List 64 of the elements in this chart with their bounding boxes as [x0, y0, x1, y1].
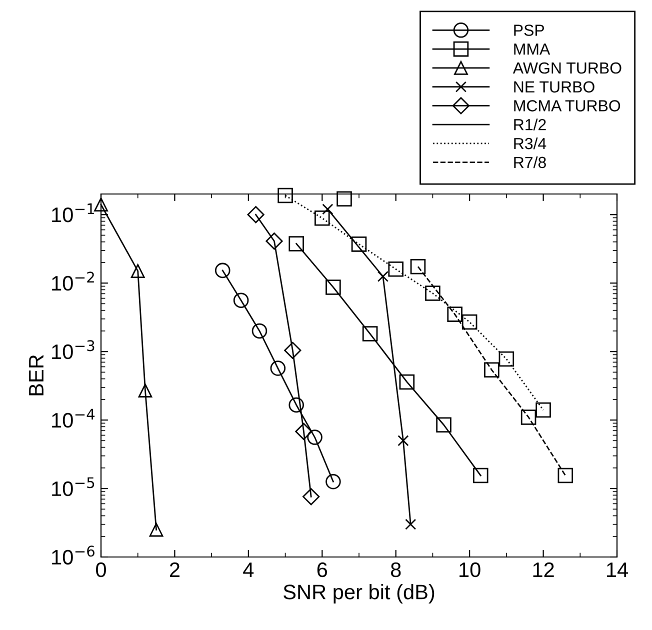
- point: [558, 468, 574, 484]
- point: [326, 474, 341, 490]
- x-tick-label: 0: [96, 562, 106, 578]
- x-tick-label: 6: [317, 562, 328, 578]
- point: [266, 232, 283, 250]
- point: [447, 306, 462, 322]
- point: [462, 314, 478, 330]
- point: [399, 374, 415, 390]
- x-tick-label: 10: [460, 562, 480, 578]
- point: [398, 435, 409, 446]
- y-tick-label: 10$^{−5}$: [52, 477, 94, 496]
- point: [302, 488, 320, 506]
- point: [351, 236, 367, 252]
- point: [326, 280, 341, 295]
- point: [149, 522, 164, 537]
- legend-label: R7/8: [514, 156, 546, 168]
- point: [322, 204, 334, 215]
- point: [307, 430, 322, 445]
- y-tick-label: 10$^{−3}$: [52, 340, 94, 360]
- point: [498, 351, 514, 367]
- x-tick-label: 14: [607, 562, 628, 577]
- point: [138, 384, 152, 398]
- point: [295, 422, 312, 440]
- y-tick-label: 10$^{−4}$: [52, 408, 95, 428]
- legend-label: NE TURBO: [514, 81, 594, 93]
- legend-label: PSP: [514, 24, 544, 36]
- x-tick-label: 8: [390, 562, 401, 578]
- legend-label: R1/2: [514, 118, 546, 130]
- y-tick-label: 10$^{−1}$: [52, 203, 94, 222]
- y-axis-title: BER: [29, 355, 44, 396]
- legend-label: MCMA TURBO: [514, 100, 620, 112]
- point: [536, 402, 551, 418]
- point: [377, 270, 389, 282]
- point: [288, 397, 304, 413]
- point: [284, 342, 302, 359]
- x-axis-title: SNR per bit (dB): [284, 584, 434, 604]
- point: [410, 258, 426, 274]
- point: [214, 262, 230, 278]
- x-tick-label: 12: [533, 562, 554, 577]
- point: [288, 236, 304, 252]
- point: [336, 191, 352, 206]
- point: [278, 188, 293, 204]
- legend-label: R3/4: [514, 137, 546, 150]
- y-tick-label: 10$^{−2}$: [52, 272, 94, 291]
- point: [520, 410, 536, 425]
- y-tick-label: 10$^{−6}$: [52, 546, 94, 565]
- point: [314, 210, 330, 226]
- point: [425, 286, 440, 301]
- point: [130, 264, 145, 278]
- x-tick-label: 4: [243, 562, 254, 577]
- point: [252, 323, 268, 339]
- point: [233, 292, 249, 308]
- point: [270, 360, 286, 376]
- point: [436, 417, 452, 433]
- point: [362, 326, 378, 342]
- point: [405, 518, 416, 530]
- point: [388, 261, 404, 277]
- legend-label: MMA: [514, 44, 550, 55]
- point: [484, 362, 500, 378]
- point: [94, 198, 108, 212]
- point: [472, 468, 488, 484]
- point: [247, 206, 264, 224]
- x-tick-label: 2: [170, 562, 180, 577]
- legend-label: AWGN TURBO: [512, 62, 622, 74]
